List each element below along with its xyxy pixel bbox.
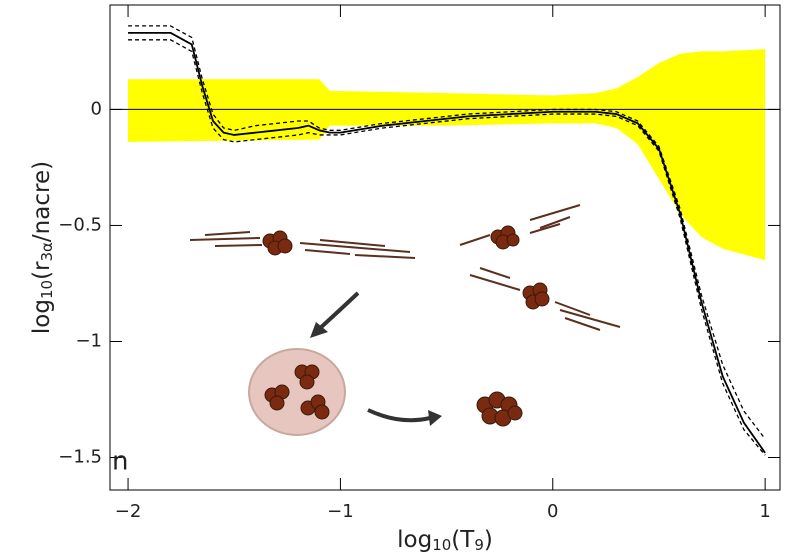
x-tick-label: 0 (547, 501, 558, 522)
uncertainty-band (128, 49, 766, 261)
line-series (128, 39, 766, 456)
illustration (189, 204, 621, 436)
y-axis-label-part: 3α (38, 242, 56, 262)
x-axis-label-part: (T (451, 527, 475, 553)
x-axis-label-part: 10 (432, 536, 451, 554)
fragment-text: n (112, 447, 128, 477)
y-tick-label: −0.5 (58, 214, 102, 235)
y-axis-label-part: /nacre) (29, 161, 55, 242)
y-axis-label-part: log (29, 299, 55, 334)
line-series (128, 31, 766, 454)
x-axis-label: log10(T9) (397, 527, 493, 554)
x-tick-label: −1 (327, 501, 354, 522)
y-tick-label: 0 (91, 98, 102, 119)
x-tick-label: −2 (115, 501, 142, 522)
y-tick-label: −1.5 (58, 447, 102, 468)
plot-frame (109, 4, 781, 491)
x-tick-label: 1 (759, 501, 770, 522)
y-axis-label-part: 10 (38, 280, 56, 299)
plot-area: −2 −1 0 10−0.5−1−1.5log10(T9)log10(r3α/nacr… (29, 4, 781, 554)
x-axis-label-part: ) (484, 527, 493, 553)
line-series (128, 25, 766, 440)
y-axis-label: log10(r3α/nacre) (29, 161, 56, 334)
x-axis-label-part: 9 (474, 536, 484, 554)
y-tick-label: −1 (75, 330, 102, 351)
x-axis-label-part: log (397, 527, 432, 553)
y-axis-label-part: (r (29, 261, 55, 280)
